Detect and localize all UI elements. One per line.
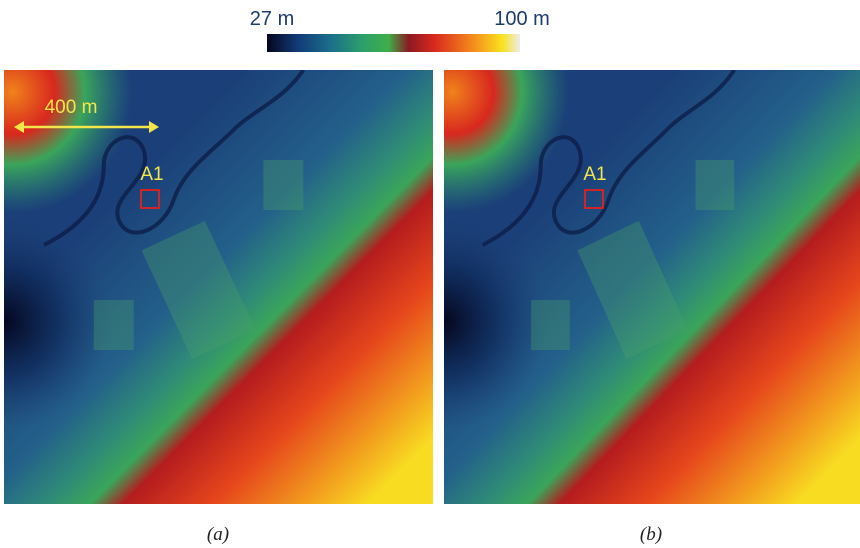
- marker-box: [140, 189, 160, 209]
- scale-label: 400 m: [45, 97, 98, 118]
- colorbar-max-label: 100 m: [494, 8, 550, 30]
- caption: (a): [207, 524, 229, 545]
- colorbar: [267, 34, 520, 52]
- marker-box: [584, 189, 604, 209]
- panel-b: A1 (b): [444, 70, 860, 545]
- elevation-map: [444, 70, 860, 504]
- marker-label: A1: [140, 164, 163, 185]
- elevation-map: [4, 70, 433, 504]
- marker-label: A1: [583, 164, 606, 185]
- colorbar-min-label: 27 m: [250, 8, 294, 30]
- caption: (b): [640, 524, 662, 545]
- panel-a: 400 m A1 (a): [4, 70, 433, 545]
